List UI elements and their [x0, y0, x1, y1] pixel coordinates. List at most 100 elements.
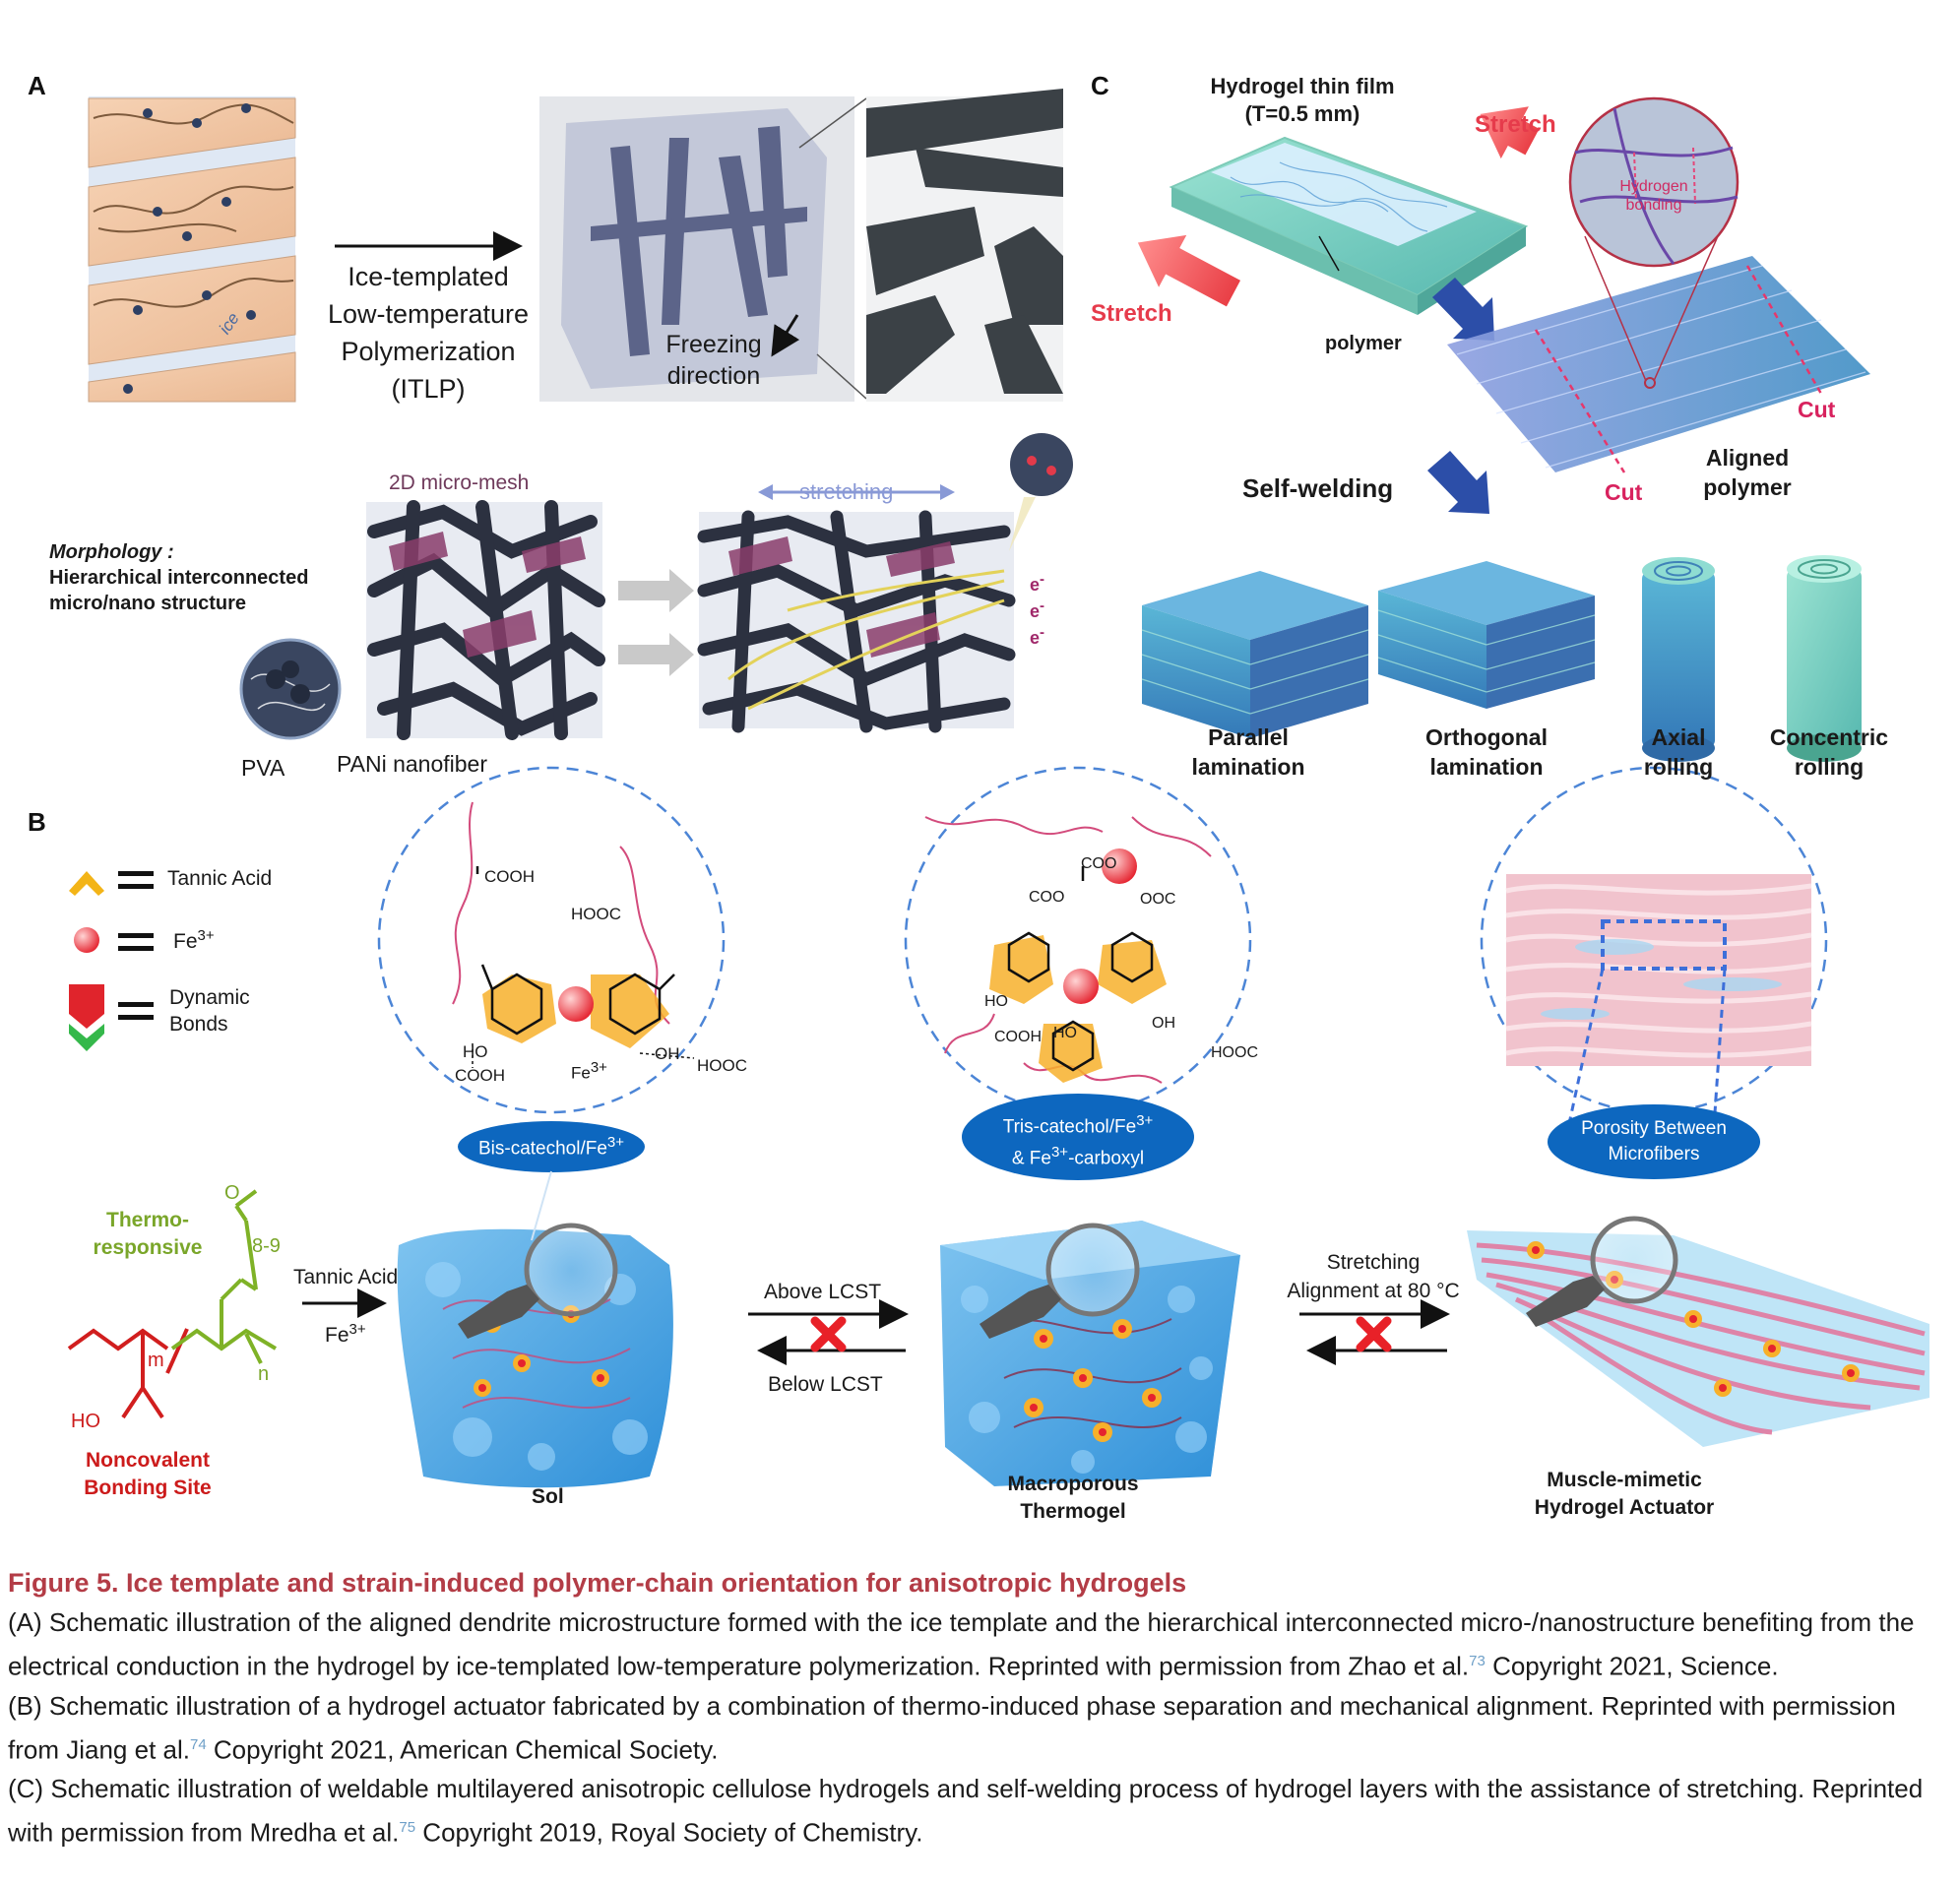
electron-3: e [1030, 628, 1041, 648]
actuator-line-1: Muscle-mimetic [1547, 1469, 1702, 1491]
chem1-fe-sup: 3+ [590, 1059, 607, 1076]
electron-2: e [1030, 601, 1041, 621]
hydrogen-line-2: bonding [1625, 197, 1682, 214]
stretching-alignment-label: Stretching Alignment at 80 °C [1270, 1248, 1477, 1305]
thermogel-label: Macroporous Thermogel [975, 1471, 1171, 1526]
aligned-polymer-label: Aligned polymer [1683, 443, 1811, 502]
caption-a-ref[interactable]: 73 [1469, 1653, 1486, 1669]
panel-c-artwork [1137, 96, 1870, 762]
itlp-line-2: Low-temperature [327, 299, 530, 329]
aligned-line-2: polymer [1703, 474, 1792, 500]
badge-tris-catechol: Tris-catechol/Fe3+ & Fe3+-carboxyl [970, 1108, 1186, 1172]
freezing-line-2: direction [666, 362, 761, 390]
chem1-ho: HO [463, 1042, 488, 1061]
thermo-line-2: responsive [93, 1236, 203, 1259]
morphology-line-2: micro/nano structure [49, 593, 247, 614]
ho-group-label: HO [71, 1411, 100, 1432]
caption-a-text: (A) Schematic illustration of the aligne… [8, 1607, 1915, 1681]
axial-line-1: Axial [1651, 724, 1706, 750]
noncovalent-line-2: Bonding Site [84, 1477, 212, 1499]
hydrogen-bonding-label: Hydrogen bonding [1614, 177, 1693, 215]
parallel-lamination-label: Parallel lamination [1160, 723, 1337, 782]
below-lcst-label: Below LCST [768, 1373, 883, 1396]
panel-a-letter: A [28, 71, 46, 100]
badge-bis-catechol: Bis-catechol/Fe3+ [463, 1134, 640, 1161]
legend-tannic-acid: Tannic Acid [167, 867, 273, 890]
parallel-line-1: Parallel [1208, 724, 1289, 750]
electron-1: e [1030, 575, 1041, 595]
panel-a-artwork [88, 89, 1073, 740]
caption-a-tail: Copyright 2021, Science. [1485, 1651, 1779, 1681]
parallel-line-2: lamination [1191, 754, 1305, 780]
stretching-line-1: Stretching [1326, 1251, 1421, 1274]
fe-arrow-label: Fe3+ [325, 1321, 366, 1349]
badge-tris-line2-sup: 3+ [1050, 1144, 1069, 1162]
orthogonal-line-2: lamination [1429, 754, 1544, 780]
badge-tris-line1-sup: 3+ [1136, 1112, 1154, 1129]
hydrogen-line-1: Hydrogen [1619, 178, 1688, 195]
chem2-coo-left: COO [1029, 889, 1065, 906]
morphology-label: Morphology : Hierarchical interconnected… [49, 539, 308, 616]
concentric-rolling-label: Concentric rolling [1755, 723, 1903, 782]
panel-b-letter: B [28, 807, 46, 837]
pani-label: PANi nanofiber [337, 751, 487, 777]
chem2-ho: HO [984, 993, 1008, 1010]
caption-c-ref[interactable]: 75 [399, 1819, 416, 1837]
chem2-cooh: COOH [994, 1029, 1042, 1045]
badge-bis-sup: 3+ [606, 1134, 625, 1151]
caption-b: (B) Schematic illustration of a hydrogel… [8, 1686, 1952, 1770]
thermo-line-1: Thermo- [106, 1209, 189, 1231]
caption-title: Figure 5. Ice template and strain-induce… [8, 1568, 1187, 1598]
thermogel-line-1: Macroporous [1007, 1473, 1139, 1495]
caption-c-tail: Copyright 2019, Royal Society of Chemist… [415, 1817, 923, 1848]
caption-b-tail: Copyright 2021, American Chemical Societ… [206, 1734, 719, 1765]
micro-mesh-label: 2D micro-mesh [389, 471, 530, 494]
concentric-line-1: Concentric [1769, 724, 1889, 750]
thermogel-line-2: Thermogel [1020, 1500, 1126, 1523]
badge-bis-text: Bis-catechol/Fe [477, 1138, 607, 1160]
caption-b-ref[interactable]: 74 [189, 1735, 207, 1753]
sub-n-label: n [258, 1363, 270, 1385]
stretch-right-label: Stretch [1475, 111, 1556, 138]
stretch-left-label: Stretch [1091, 300, 1172, 327]
sub-m-label: m [148, 1350, 164, 1371]
figure-caption: Figure 5. Ice template and strain-induce… [8, 1563, 1952, 1853]
itlp-line-4: (ITLP) [391, 374, 466, 404]
legend-fe3-text: Fe [173, 930, 198, 953]
actuator-label: Muscle-mimetic Hydrogel Actuator [1506, 1467, 1742, 1522]
cut-left-label: Cut [1605, 479, 1643, 505]
itlp-line-1: Ice-templated [348, 262, 509, 291]
film-line-2: (T=0.5 mm) [1244, 101, 1360, 126]
badge-tris-line2-pre: & Fe [1011, 1148, 1051, 1169]
above-lcst-label: Above LCST [764, 1281, 882, 1303]
badge-tris-line2-post: -carboxyl [1068, 1148, 1145, 1169]
film-line-1: Hydrogel thin film [1210, 74, 1395, 98]
figure-5: A Ice-templated Low-temperature Polymeri… [28, 71, 1929, 1526]
dynamic-line-2: Bonds [169, 1013, 228, 1036]
panel-c-letter: C [1091, 71, 1109, 100]
chem1-hooc-right: HOOC [697, 1056, 747, 1075]
chem1-cooh-bottom: COOH [455, 1066, 505, 1085]
legend-fe3-sup: 3+ [197, 927, 215, 944]
fe-arrow-sup: 3+ [348, 1321, 366, 1338]
caption-a: (A) Schematic illustration of the aligne… [8, 1602, 1952, 1686]
pva-label: PVA [241, 755, 285, 781]
badge-porosity-line-1: Porosity Between [1581, 1118, 1727, 1139]
badge-tris-line1: Tris-catechol/Fe [1002, 1116, 1137, 1138]
self-welding-label: Self-welding [1242, 473, 1394, 503]
stretching-label: stretching [799, 479, 894, 504]
tannic-arrow-label: Tannic Acid [293, 1266, 399, 1288]
dynamic-line-1: Dynamic [169, 986, 250, 1009]
chem2-hooc: HOOC [1211, 1044, 1258, 1061]
thermo-responsive-label: Thermo- responsive [79, 1207, 217, 1262]
chem2-coo-top: COO [1081, 855, 1117, 872]
chem1-fe: Fe3+ [571, 1059, 607, 1084]
freezing-direction-label: Freezing direction [650, 329, 778, 392]
chem1-hooc: HOOC [571, 905, 621, 923]
film-label: Hydrogel thin film (T=0.5 mm) [1179, 73, 1425, 128]
caption-c-text: (C) Schematic illustration of weldable m… [8, 1774, 1924, 1848]
chem1-cooh-top: COOH [484, 867, 535, 886]
aligned-line-1: Aligned [1705, 445, 1790, 471]
sol-label: Sol [532, 1485, 564, 1508]
repeat-label: 8-9 [252, 1235, 281, 1257]
